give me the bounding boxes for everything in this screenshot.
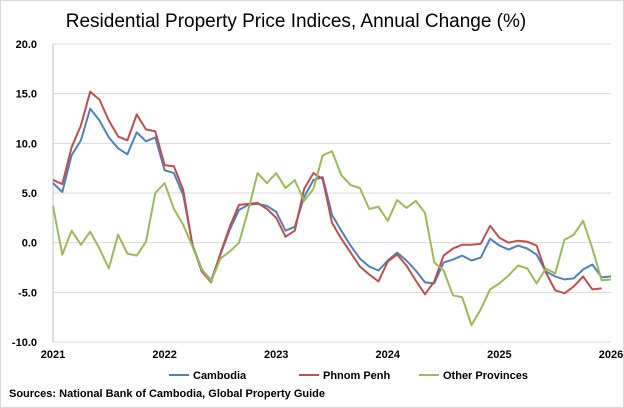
x-tick-label: 2024 bbox=[376, 349, 401, 361]
y-tick-label: 15.0 bbox=[16, 89, 37, 101]
chart-title: Residential Property Price Indices, Annu… bbox=[65, 11, 527, 32]
y-tick-label: 20.0 bbox=[16, 39, 37, 51]
series-line-cambodia bbox=[52, 107, 612, 285]
series-line-other-provinces bbox=[52, 150, 612, 327]
x-tick-label: 2025 bbox=[487, 349, 511, 361]
y-tick-label: 5.0 bbox=[22, 188, 37, 200]
x-tick-label: 2023 bbox=[264, 349, 288, 361]
legend-label-other-provinces: Other Provinces bbox=[443, 370, 528, 382]
y-tick-label: 10.0 bbox=[16, 138, 37, 150]
legend-label-cambodia: Cambodia bbox=[193, 370, 247, 382]
y-tick-label: -5.0 bbox=[18, 287, 37, 299]
y-tick-label: -10.0 bbox=[12, 337, 37, 349]
x-tick-label: 2026 bbox=[599, 349, 623, 361]
x-tick-label: 2022 bbox=[152, 349, 176, 361]
x-tick-label: 2021 bbox=[41, 349, 65, 361]
legend-label-phnom-penh: Phnom Penh bbox=[323, 370, 391, 382]
source-note: Sources: National Bank of Cambodia, Glob… bbox=[9, 388, 325, 400]
series-line-phnom-penh bbox=[52, 90, 602, 296]
y-tick-label: 0.0 bbox=[22, 238, 37, 250]
